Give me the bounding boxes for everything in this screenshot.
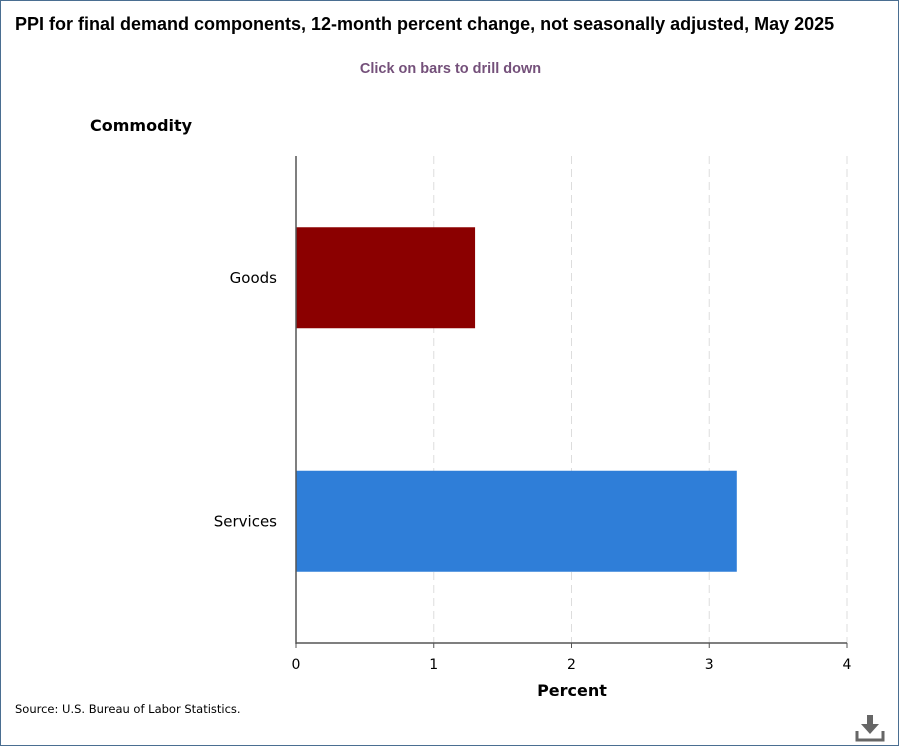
x-axis-title: Percent xyxy=(537,681,607,700)
chart-title: PPI for final demand components, 12-mont… xyxy=(15,14,835,34)
labels: 0 1 2 3 4 Goods Services xyxy=(214,269,852,673)
bar-goods[interactable] xyxy=(296,227,476,329)
x-tick-label: 1 xyxy=(429,657,438,673)
x-tick-label: 3 xyxy=(705,657,714,673)
bar-services[interactable] xyxy=(296,470,737,572)
category-label: Goods xyxy=(230,269,277,287)
download-icon[interactable] xyxy=(854,713,886,743)
x-tick-label: 4 xyxy=(843,657,852,673)
x-tick-label: 0 xyxy=(292,657,301,673)
source-note: Source: U.S. Bureau of Labor Statistics. xyxy=(15,702,241,716)
x-tick-label: 2 xyxy=(567,657,576,673)
bars xyxy=(296,227,737,572)
axes xyxy=(295,156,848,648)
y-axis-title: Commodity xyxy=(90,116,193,135)
category-label: Services xyxy=(214,512,277,530)
drill-down-hint: Click on bars to drill down xyxy=(359,61,542,77)
